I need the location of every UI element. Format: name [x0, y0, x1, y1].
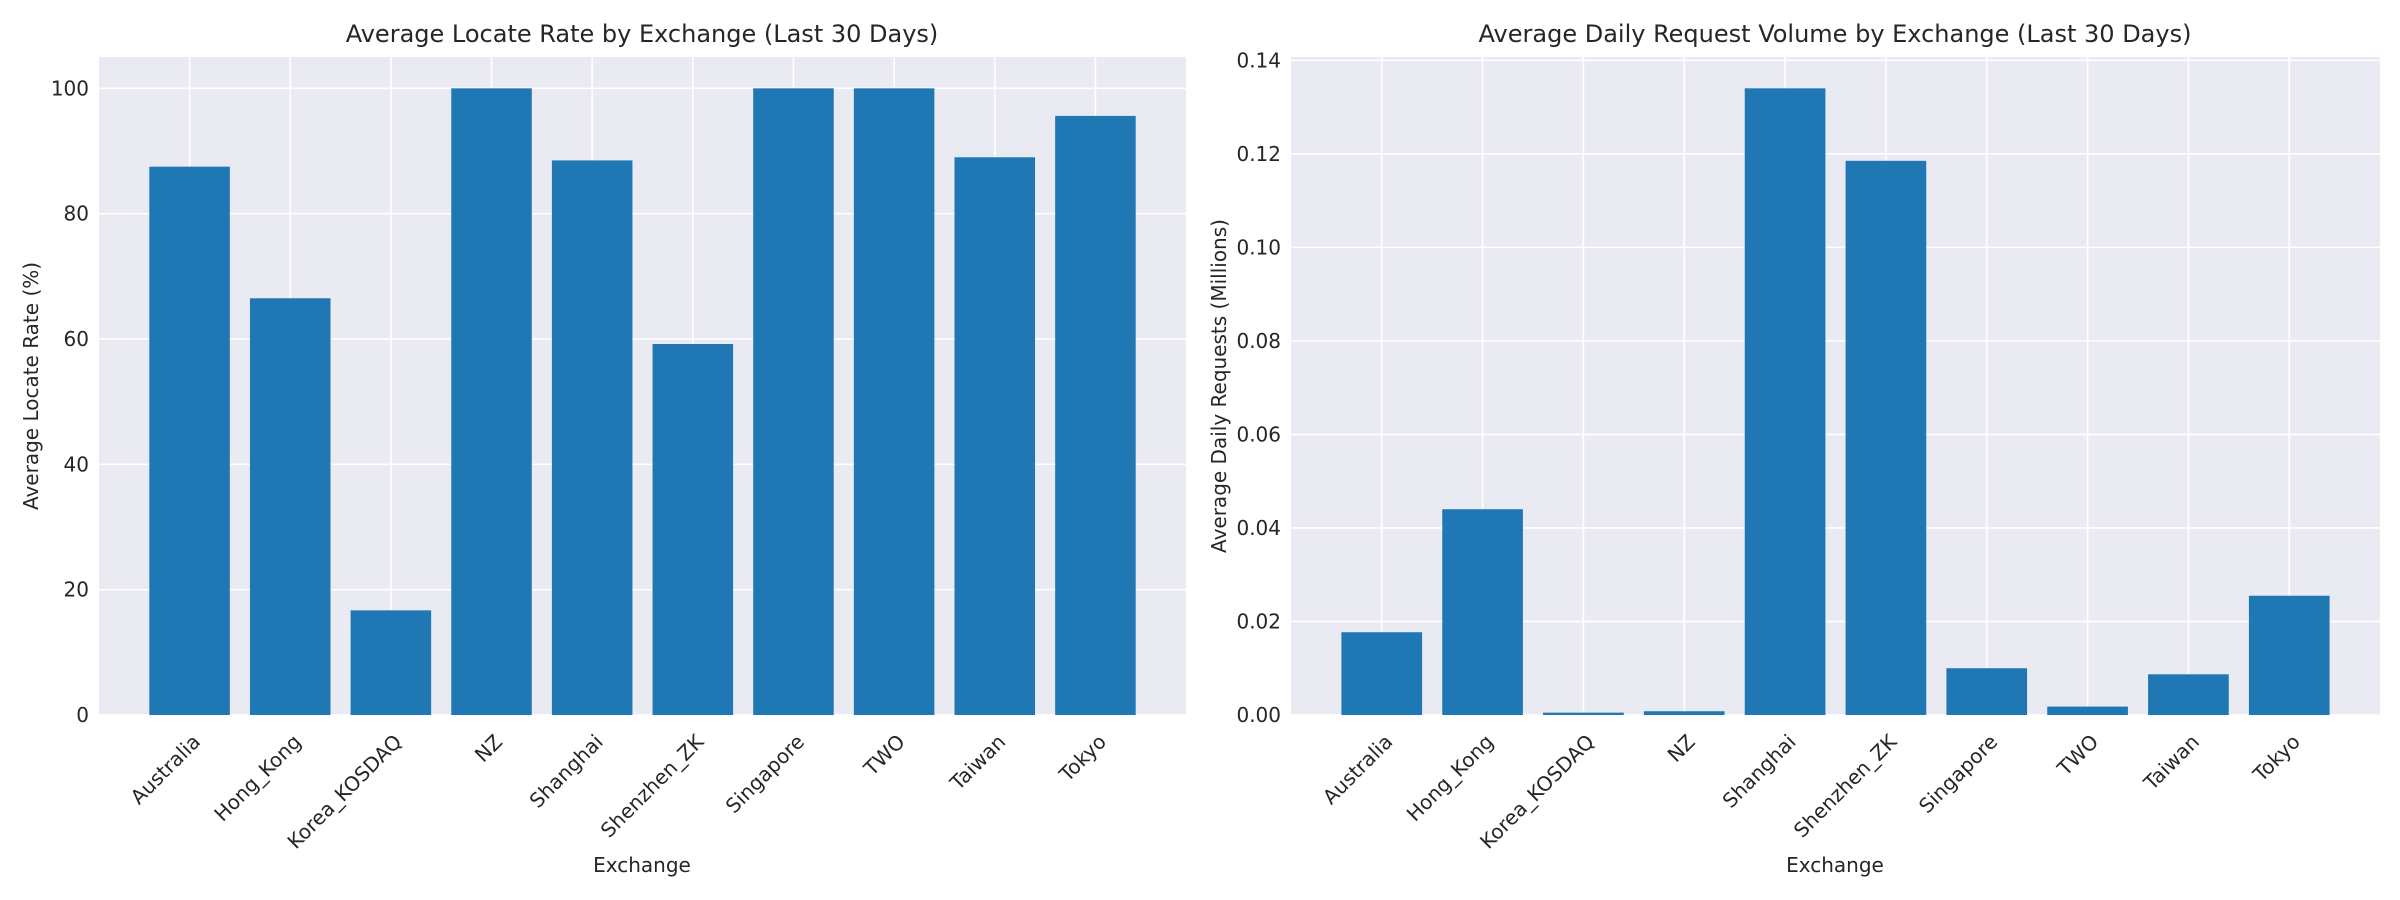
bar-Hong_Kong [249, 298, 331, 715]
y-tick-label: 40 [64, 452, 89, 476]
chart-title: Average Locate Rate by Exchange (Last 30… [346, 20, 939, 48]
bar-Australia [1341, 632, 1423, 715]
bar-NZ [451, 88, 532, 716]
y-tick-label: 0 [76, 703, 89, 727]
x-tick-label: TWO [858, 730, 909, 781]
bar-Australia [149, 166, 230, 715]
bar-Shenzhen_ZK [1845, 160, 1927, 715]
y-tick-label: 0.06 [1236, 422, 1281, 446]
bar-Korea_KOSDAQ [1543, 712, 1624, 715]
x-tick-label: Shanghai [1718, 730, 1801, 813]
bar-Taiwan [954, 157, 1036, 715]
bar-Singapore [1946, 668, 2028, 715]
bar-Hong_Kong [1442, 509, 1523, 715]
x-tick-label: Taiwan [945, 730, 1011, 796]
y-tick-label: 0.00 [1236, 703, 1281, 727]
x-tick-label: Australia [1318, 730, 1398, 810]
x-tick-label: NZ [1663, 730, 1700, 767]
y-tick-label: 0.14 [1236, 48, 1281, 72]
x-tick-label: Hong_Kong [1402, 730, 1498, 826]
y-tick-label: 20 [64, 578, 89, 602]
x-tick-label: Tokyo [1054, 730, 1111, 787]
y-tick-labels: 0 20 40 60 80 100 [51, 76, 89, 727]
bar-Korea_KOSDAQ [350, 610, 432, 715]
y-tick-label: 0.08 [1236, 329, 1281, 353]
y-tick-labels: 0.00 0.02 0.04 0.06 0.08 0.10 0.12 0.14 [1236, 48, 1281, 727]
x-tick-label: Hong_Kong [209, 730, 305, 826]
x-tick-label: Shenzhen_ZK [596, 729, 709, 842]
bars [1341, 88, 2330, 716]
x-tick-label: TWO [2052, 730, 2103, 781]
x-axis-label: Exchange [593, 853, 691, 877]
request-volume-chart: 0.00 0.02 0.04 0.06 0.08 0.10 0.12 0.14 Austral… [1207, 20, 2380, 877]
x-tick-label: Shenzhen_ZK [1789, 729, 1902, 842]
bar-Shenzhen_ZK [652, 344, 734, 715]
bar-Tokyo [2248, 595, 2330, 715]
bar-Shanghai [1744, 88, 1826, 716]
bar-TWO [2047, 706, 2128, 715]
bar-Tokyo [1055, 115, 1136, 715]
y-axis-label: Average Daily Requests (Millions) [1207, 219, 1231, 553]
chart-title: Average Daily Request Volume by Exchange… [1479, 20, 2192, 48]
bar-NZ [1643, 711, 1725, 715]
x-tick-label: Singapore [1914, 730, 2002, 818]
y-tick-label: 60 [64, 327, 89, 351]
y-tick-label: 0.04 [1236, 516, 1281, 540]
y-axis-label: Average Locate Rate (%) [19, 262, 43, 510]
bar-TWO [853, 88, 935, 716]
x-tick-label: Taiwan [2138, 730, 2204, 796]
x-tick-label: NZ [470, 730, 507, 767]
x-axis-label: Exchange [1786, 853, 1884, 877]
bar-Taiwan [2148, 674, 2229, 715]
bar-Shanghai [551, 160, 633, 715]
y-tick-label: 100 [51, 76, 89, 100]
y-tick-label: 0.10 [1236, 235, 1281, 259]
y-tick-label: 0.12 [1236, 142, 1281, 166]
x-tick-label: Tokyo [2248, 730, 2305, 787]
x-tick-label: Singapore [721, 730, 809, 818]
y-tick-label: 80 [64, 202, 89, 226]
y-tick-label: 0.02 [1236, 609, 1281, 633]
bars [149, 88, 1136, 716]
x-tick-label: Shanghai [525, 730, 608, 813]
x-tick-label: Australia [126, 730, 206, 810]
bar-Singapore [753, 88, 834, 716]
